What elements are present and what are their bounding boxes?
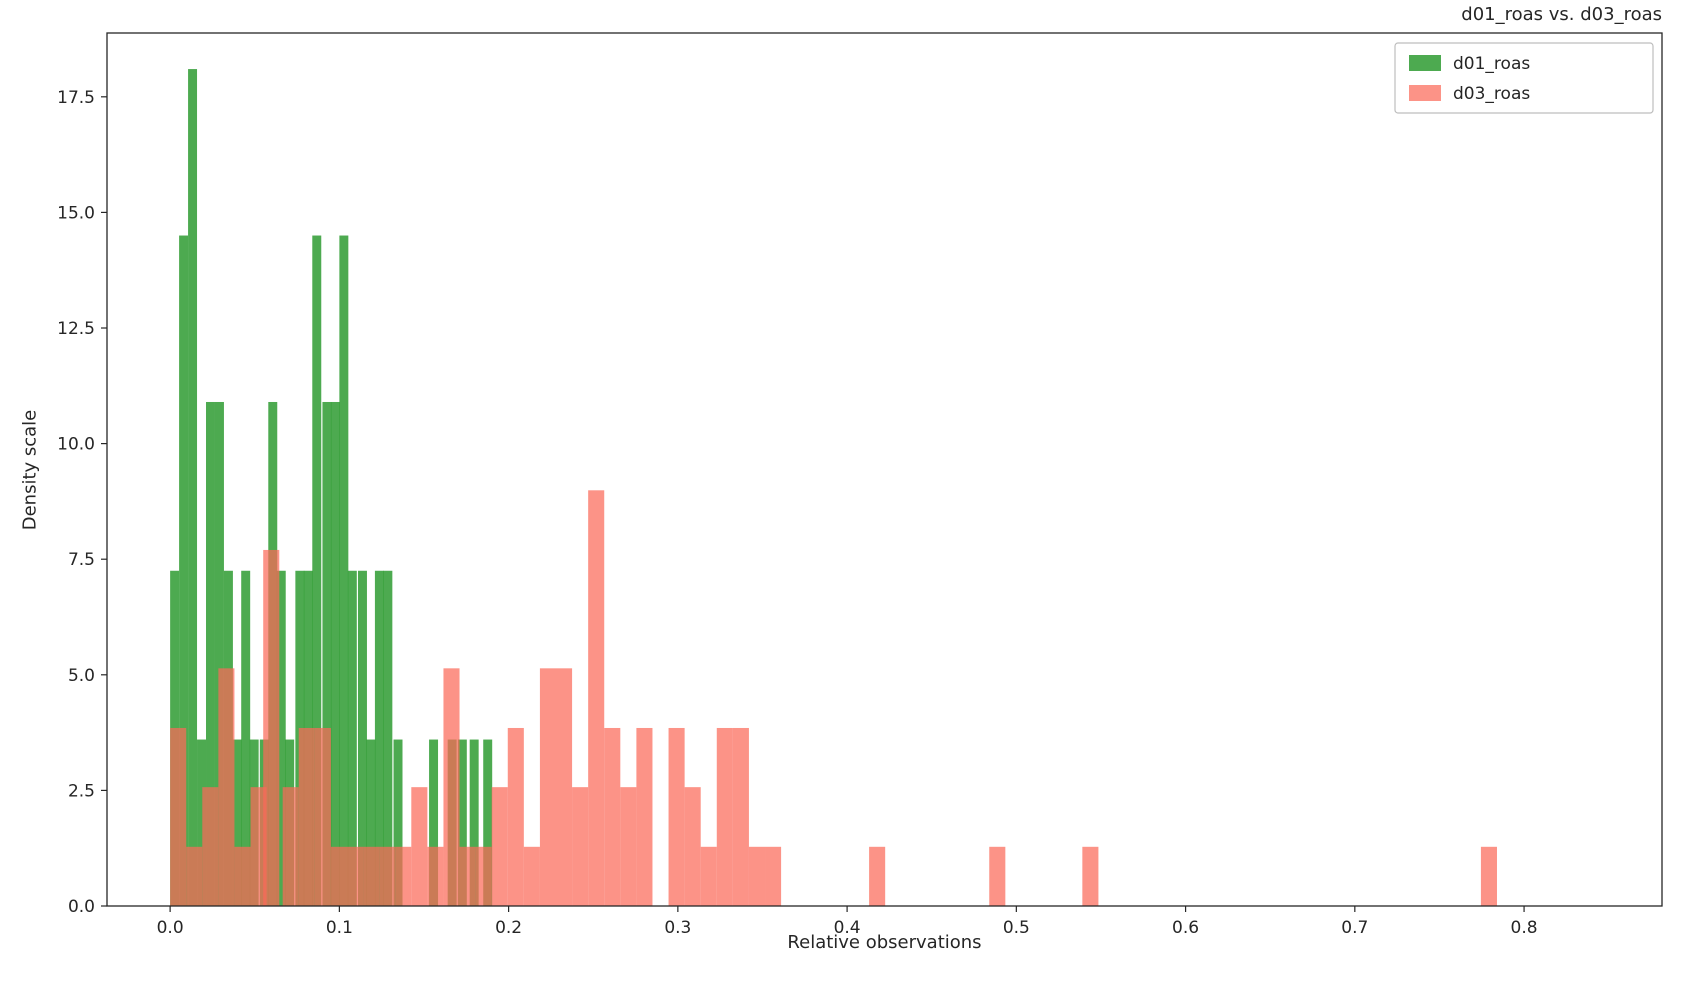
histogram-bar-d03_roas <box>170 727 187 906</box>
histogram-bar-d03_roas <box>765 846 782 906</box>
histogram-bar-d03_roas <box>732 727 749 906</box>
plot-border <box>106 32 1663 907</box>
histogram-bar-d03_roas <box>263 549 280 906</box>
histogram-bar-d01_roas <box>483 739 493 906</box>
histogram-bar-d03_roas <box>443 668 460 906</box>
histogram-bar-d03_roas <box>748 846 766 906</box>
histogram-bar-d01_roas <box>366 739 376 906</box>
histogram-bar-d03_roas <box>346 846 364 906</box>
histogram-bar-d03_roas <box>556 668 573 906</box>
legend-box <box>1394 42 1654 114</box>
histogram-bar-d03_roas <box>869 846 886 906</box>
y-axis-label: Density scale <box>19 409 41 531</box>
histogram-bar-d03_roas <box>186 846 203 906</box>
histogram-bar-d03_roas <box>604 727 621 906</box>
y-tick-label: 10.0 <box>57 435 95 455</box>
histogram-bar-d03_roas <box>1082 846 1099 906</box>
chart-title: d01_roas vs. d03_roas <box>1461 4 1662 25</box>
histogram-bar-d03_roas <box>411 787 428 906</box>
histogram-bar-d03_roas <box>491 787 508 906</box>
histogram-bar-d01_roas <box>330 401 340 906</box>
histogram-bar-d03_roas <box>314 727 331 906</box>
histogram-bar-d03_roas <box>668 727 685 906</box>
histogram-bar-d03_roas <box>250 787 267 906</box>
histogram-bar-d01_roas <box>429 739 439 906</box>
histogram-bar-d03_roas <box>234 846 251 906</box>
legend-swatch-d03_roas <box>1409 85 1441 101</box>
x-tick-label: 0.6 <box>1172 918 1199 938</box>
histogram-bar-d03_roas <box>572 787 589 906</box>
histogram-bar-d01_roas <box>393 739 403 906</box>
histogram-bar-d03_roas <box>363 846 380 906</box>
histogram-bar-d03_roas <box>620 787 637 906</box>
y-tick-label: 15.0 <box>57 203 95 223</box>
histogram-bar-d01_roas <box>357 570 367 906</box>
histogram-bar-d03_roas <box>989 846 1006 906</box>
histogram-bar-d03_roas <box>202 787 219 906</box>
histogram-bar-d01_roas <box>469 739 479 906</box>
histogram-bar-d01_roas <box>232 739 242 906</box>
histogram-bar-d01_roas <box>179 235 189 907</box>
y-tick-label: 2.5 <box>68 781 95 801</box>
histogram-bar-d03_roas <box>588 490 605 906</box>
x-tick-label: 0.2 <box>495 918 522 938</box>
y-tick-label: 17.5 <box>57 88 95 108</box>
x-tick-label: 0.8 <box>1511 918 1538 938</box>
x-tick-label: 0.4 <box>834 918 861 938</box>
histogram-bar-d03_roas <box>395 846 412 906</box>
histogram-bar-d03_roas <box>507 727 524 906</box>
histogram-bar-d03_roas <box>427 846 444 906</box>
legend-swatch-d01_roas <box>1409 55 1441 71</box>
x-tick-label: 0.1 <box>326 918 353 938</box>
histogram-bar-d01_roas <box>383 570 393 906</box>
histogram-bar-d03_roas <box>1480 846 1497 906</box>
y-tick-label: 12.5 <box>57 319 95 339</box>
histogram-bar-d03_roas <box>218 668 235 906</box>
histogram-bar-d01_roas <box>206 401 215 906</box>
legend <box>1394 42 1654 114</box>
histogram-bar-d01_roas <box>276 570 286 906</box>
legend-label-d03_roas: d03_roas <box>1453 84 1530 104</box>
histogram-bar-d03_roas <box>716 727 733 906</box>
histogram-bar-d03_roas <box>475 846 492 906</box>
histogram-bar-d01_roas <box>322 401 332 906</box>
histogram-bar-d03_roas <box>459 846 476 906</box>
histogram-bar-d03_roas <box>379 846 396 906</box>
histogram-bar-d01_roas <box>312 235 322 907</box>
histogram-bar-d03_roas <box>539 668 557 906</box>
series-d03_roas <box>170 490 1497 906</box>
histogram-bar-d03_roas <box>636 727 653 906</box>
histogram-bar-d01_roas <box>457 739 467 906</box>
legend-label-d01_roas: d01_roas <box>1453 54 1530 74</box>
y-tick-label: 0.0 <box>68 897 95 917</box>
histogram-bar-d01_roas <box>339 235 349 907</box>
histogram-bar-d01_roas <box>188 69 198 907</box>
histogram-bar-d01_roas <box>197 739 207 906</box>
x-tick-label: 0.7 <box>1341 918 1368 938</box>
x-axis-label: Relative observations <box>787 932 982 953</box>
y-tick-label: 7.5 <box>68 550 95 570</box>
histogram-bar-d01_roas <box>347 570 357 906</box>
histogram-bar-d03_roas <box>282 787 299 906</box>
histogram-bar-d01_roas <box>214 401 224 906</box>
histogram-bar-d01_roas <box>241 570 251 906</box>
histogram-bar-d01_roas <box>374 570 384 906</box>
histogram-bar-d03_roas <box>330 846 347 906</box>
y-tick-label: 5.0 <box>68 666 95 686</box>
x-tick-label: 0.0 <box>157 918 184 938</box>
histogram-bar-d03_roas <box>684 787 701 906</box>
histogram-bar-d03_roas <box>523 846 540 906</box>
histogram-bar-d03_roas <box>298 727 315 906</box>
x-tick-label: 0.5 <box>1003 918 1030 938</box>
histogram-bar-d03_roas <box>700 846 717 906</box>
x-tick-label: 0.3 <box>664 918 691 938</box>
